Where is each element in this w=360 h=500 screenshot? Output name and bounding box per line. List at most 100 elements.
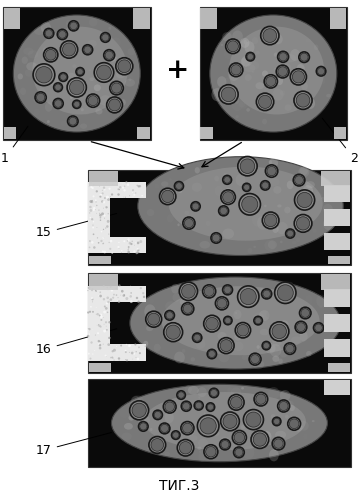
Circle shape — [100, 316, 103, 318]
Ellipse shape — [182, 349, 185, 353]
Circle shape — [130, 243, 132, 245]
Ellipse shape — [23, 48, 34, 55]
Circle shape — [90, 358, 91, 360]
Ellipse shape — [110, 83, 114, 88]
Circle shape — [118, 242, 120, 243]
Ellipse shape — [194, 198, 203, 209]
Ellipse shape — [79, 80, 85, 84]
Ellipse shape — [232, 30, 243, 42]
Circle shape — [183, 402, 190, 410]
Ellipse shape — [187, 286, 196, 298]
Circle shape — [106, 196, 109, 198]
Bar — [89, 256, 111, 264]
Circle shape — [112, 184, 113, 185]
Circle shape — [139, 185, 141, 188]
Ellipse shape — [87, 40, 97, 48]
Ellipse shape — [226, 206, 236, 214]
Text: 2: 2 — [322, 118, 358, 165]
Circle shape — [130, 300, 133, 303]
Circle shape — [70, 22, 77, 30]
Ellipse shape — [275, 402, 282, 411]
Circle shape — [261, 26, 279, 44]
Circle shape — [123, 294, 125, 296]
Ellipse shape — [269, 178, 280, 186]
Ellipse shape — [34, 108, 40, 115]
Circle shape — [92, 311, 94, 313]
Ellipse shape — [243, 446, 254, 459]
Circle shape — [98, 324, 101, 327]
Ellipse shape — [25, 69, 33, 76]
Ellipse shape — [84, 86, 87, 88]
Text: 16: 16 — [36, 329, 117, 356]
Ellipse shape — [45, 102, 52, 112]
Ellipse shape — [326, 94, 331, 98]
Circle shape — [104, 306, 106, 308]
Ellipse shape — [273, 356, 279, 362]
Circle shape — [107, 296, 109, 299]
Ellipse shape — [273, 290, 282, 302]
Ellipse shape — [120, 408, 130, 418]
Circle shape — [272, 324, 287, 338]
Circle shape — [96, 204, 98, 206]
Circle shape — [294, 214, 312, 232]
Bar — [328, 256, 350, 264]
Ellipse shape — [272, 334, 283, 346]
Circle shape — [262, 342, 270, 350]
Ellipse shape — [179, 450, 188, 456]
Circle shape — [104, 197, 106, 199]
Ellipse shape — [234, 334, 242, 340]
Ellipse shape — [271, 208, 274, 210]
Circle shape — [234, 447, 244, 458]
Ellipse shape — [294, 423, 302, 432]
Circle shape — [127, 240, 128, 242]
Circle shape — [181, 284, 195, 298]
Circle shape — [100, 319, 102, 321]
Circle shape — [54, 100, 62, 108]
Circle shape — [105, 356, 107, 357]
Bar — [201, 8, 217, 30]
Ellipse shape — [55, 100, 64, 108]
Circle shape — [92, 226, 94, 228]
Circle shape — [153, 410, 162, 420]
Ellipse shape — [197, 387, 207, 397]
Ellipse shape — [250, 398, 253, 401]
Circle shape — [133, 250, 135, 252]
Circle shape — [142, 292, 144, 294]
Ellipse shape — [61, 120, 68, 126]
Circle shape — [98, 324, 99, 326]
Ellipse shape — [169, 178, 172, 180]
Circle shape — [132, 403, 146, 417]
Circle shape — [166, 312, 173, 319]
Bar — [324, 380, 350, 395]
Ellipse shape — [271, 82, 282, 96]
Circle shape — [101, 231, 102, 232]
Ellipse shape — [121, 99, 126, 105]
Circle shape — [194, 334, 201, 341]
Ellipse shape — [276, 76, 283, 85]
Circle shape — [91, 187, 94, 189]
Circle shape — [296, 94, 310, 107]
Ellipse shape — [32, 26, 127, 115]
Circle shape — [97, 332, 99, 334]
Circle shape — [121, 290, 123, 292]
Circle shape — [110, 286, 112, 288]
Circle shape — [55, 84, 61, 90]
Ellipse shape — [72, 64, 76, 68]
Ellipse shape — [248, 61, 259, 70]
Circle shape — [88, 286, 91, 290]
Ellipse shape — [103, 102, 114, 111]
Circle shape — [96, 190, 98, 192]
Ellipse shape — [144, 392, 306, 450]
Ellipse shape — [223, 343, 231, 349]
Ellipse shape — [46, 70, 58, 86]
Circle shape — [91, 241, 94, 244]
Circle shape — [105, 206, 108, 208]
Circle shape — [94, 62, 114, 82]
Ellipse shape — [129, 415, 134, 420]
Bar — [324, 339, 350, 357]
Ellipse shape — [26, 62, 37, 70]
Circle shape — [151, 438, 163, 451]
Circle shape — [93, 234, 94, 235]
Ellipse shape — [171, 284, 179, 294]
Circle shape — [110, 357, 112, 358]
